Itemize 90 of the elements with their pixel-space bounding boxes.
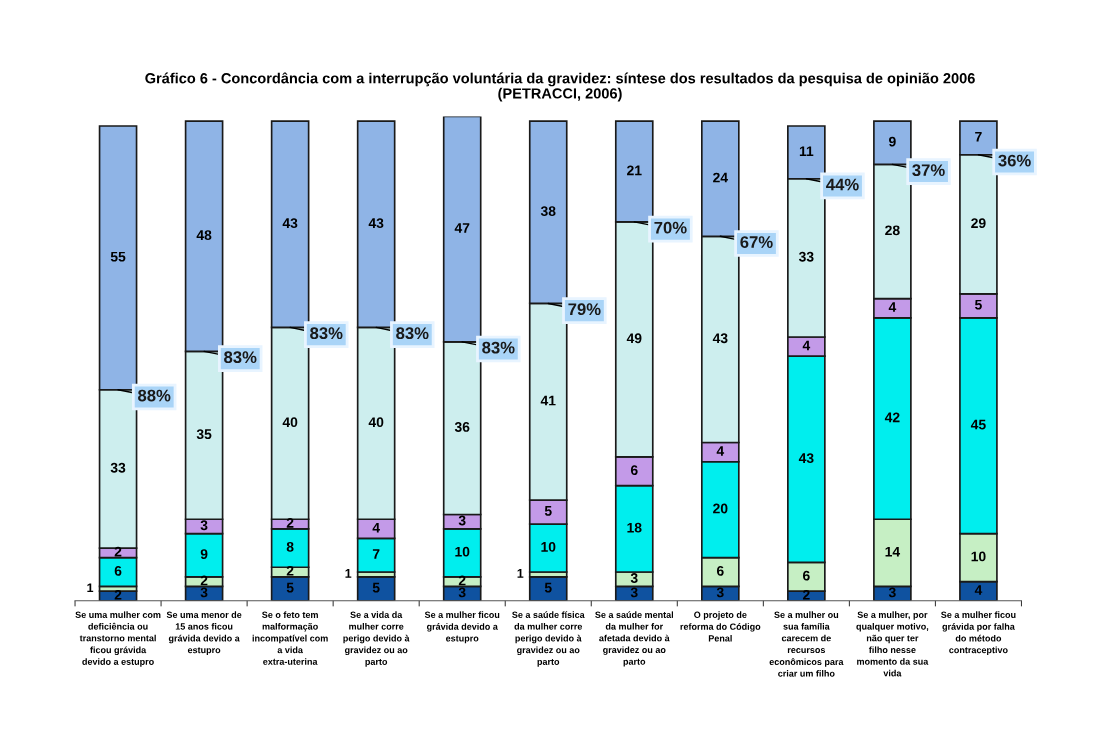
data-label: 41 <box>540 395 556 406</box>
data-label: 4 <box>372 522 380 533</box>
data-label: 4 <box>802 340 811 351</box>
annotation: 44% <box>826 178 859 191</box>
data-label: 10 <box>541 541 556 552</box>
data-label: 3 <box>630 587 638 598</box>
x-tick-label: Se o feto tem malformação incompatível com a vida extra-uterina <box>252 611 328 665</box>
data-label: 1 <box>517 569 524 578</box>
data-label: 4 <box>974 585 983 595</box>
x-tick-label: Se uma menor de 15 anos ficou grávida devido a estupro <box>166 611 242 655</box>
annotation: 83% <box>482 341 515 354</box>
data-label: 4 <box>716 446 725 456</box>
data-label: 8 <box>286 541 294 552</box>
data-label: 33 <box>110 462 126 473</box>
annotation: 67% <box>740 236 773 248</box>
data-label: 11 <box>799 146 814 156</box>
data-label: 2 <box>114 589 122 600</box>
data-label: 4 <box>888 302 897 312</box>
data-label: 24 <box>713 172 728 183</box>
data-label: 10 <box>971 551 986 562</box>
data-label: 2 <box>286 517 294 528</box>
data-label: 42 <box>884 412 900 423</box>
annotation: 83% <box>224 351 257 364</box>
data-label: 7 <box>372 549 380 559</box>
data-label: 21 <box>627 165 642 176</box>
data-label: 2 <box>286 565 294 576</box>
x-tick-label: Se a saúde física da mulher corre perigo devido à gravidez ou ao parto <box>512 611 585 667</box>
data-label: 35 <box>196 429 212 440</box>
data-label: 36 <box>454 422 470 432</box>
data-label: 3 <box>716 587 724 598</box>
data-label: 28 <box>885 225 900 236</box>
data-label: 3 <box>630 573 638 583</box>
annotation: 83% <box>310 327 343 340</box>
annotation: 83% <box>396 327 429 340</box>
data-label: 3 <box>200 520 208 531</box>
data-label: 2 <box>802 589 810 600</box>
x-tick-label: O projeto de reforma do Código Penal <box>680 611 761 642</box>
chart-subtitle: (PETRACCI, 2006) <box>498 87 622 102</box>
x-tick-label: Se a mulher ficou grávida devido a estupro <box>424 611 500 644</box>
data-label: 2 <box>458 575 466 586</box>
data-label: 38 <box>540 206 556 217</box>
data-label: 49 <box>626 333 642 344</box>
data-label: 7 <box>975 132 982 142</box>
x-tick-label: Se a mulher ou sua família carecem de recursos econômicos para criar um filho <box>769 611 844 677</box>
data-label: 43 <box>798 453 814 464</box>
data-label: 14 <box>885 546 901 557</box>
x-tick-label: Se uma mulher com deficiência ou transtorno mental ficou grávida devido a estupro <box>75 611 161 667</box>
x-tick-label: Se a mulher ficou grávida por falha do método contraceptivo <box>941 611 1016 655</box>
data-label: 18 <box>627 522 642 533</box>
data-label: 6 <box>630 465 638 476</box>
data-label: 6 <box>803 570 810 581</box>
data-label: 3 <box>458 515 466 526</box>
data-label: 43 <box>712 333 728 344</box>
data-label: 29 <box>971 218 986 229</box>
data-label: 40 <box>282 417 298 428</box>
data-label: 5 <box>544 582 552 593</box>
data-label: 3 <box>458 587 466 598</box>
data-label: 55 <box>110 251 126 262</box>
data-label: 6 <box>716 565 724 576</box>
data-label: 5 <box>974 299 982 310</box>
data-label: 40 <box>368 417 384 428</box>
x-tick-label: Se a mulher, por qualquer motivo, não quer ter filho nesse momento da sua vida <box>856 611 929 677</box>
data-label: 2 <box>200 575 208 586</box>
data-label: 1 <box>87 583 94 593</box>
annotation: 36% <box>998 154 1031 167</box>
data-label: 3 <box>200 587 208 598</box>
chart-title: Gráfico 6 - Concordância com a interrupção voluntária da gravidez: síntese dos resultados da pesquisa de opinião 2006 <box>145 72 975 87</box>
data-label: 43 <box>282 218 298 229</box>
data-label: 5 <box>372 582 380 593</box>
data-label: 9 <box>200 549 208 559</box>
annotation: 79% <box>568 303 601 316</box>
data-label: 2 <box>114 546 122 557</box>
data-label: 10 <box>455 546 470 557</box>
data-label: 47 <box>454 223 470 233</box>
data-label: 9 <box>889 136 896 147</box>
data-label: 48 <box>196 230 212 241</box>
data-label: 20 <box>713 503 728 514</box>
data-label: 33 <box>798 251 814 262</box>
x-tick-label: Se a vida da mulher corre perigo devido à gravidez ou ao parto <box>343 611 410 667</box>
data-label: 45 <box>970 419 986 430</box>
annotation: 88% <box>138 389 171 402</box>
data-label: 1 <box>345 569 352 578</box>
annotation: 70% <box>654 221 687 234</box>
data-label: 5 <box>544 506 552 516</box>
data-label: 3 <box>888 587 896 598</box>
x-tick-label: Se a saúde mental da mulher for afetada devido à gravidez ou ao parto <box>595 611 674 667</box>
data-label: 43 <box>368 218 384 229</box>
annotation: 37% <box>912 164 945 177</box>
data-label: 5 <box>286 582 294 593</box>
data-label: 6 <box>114 565 122 576</box>
